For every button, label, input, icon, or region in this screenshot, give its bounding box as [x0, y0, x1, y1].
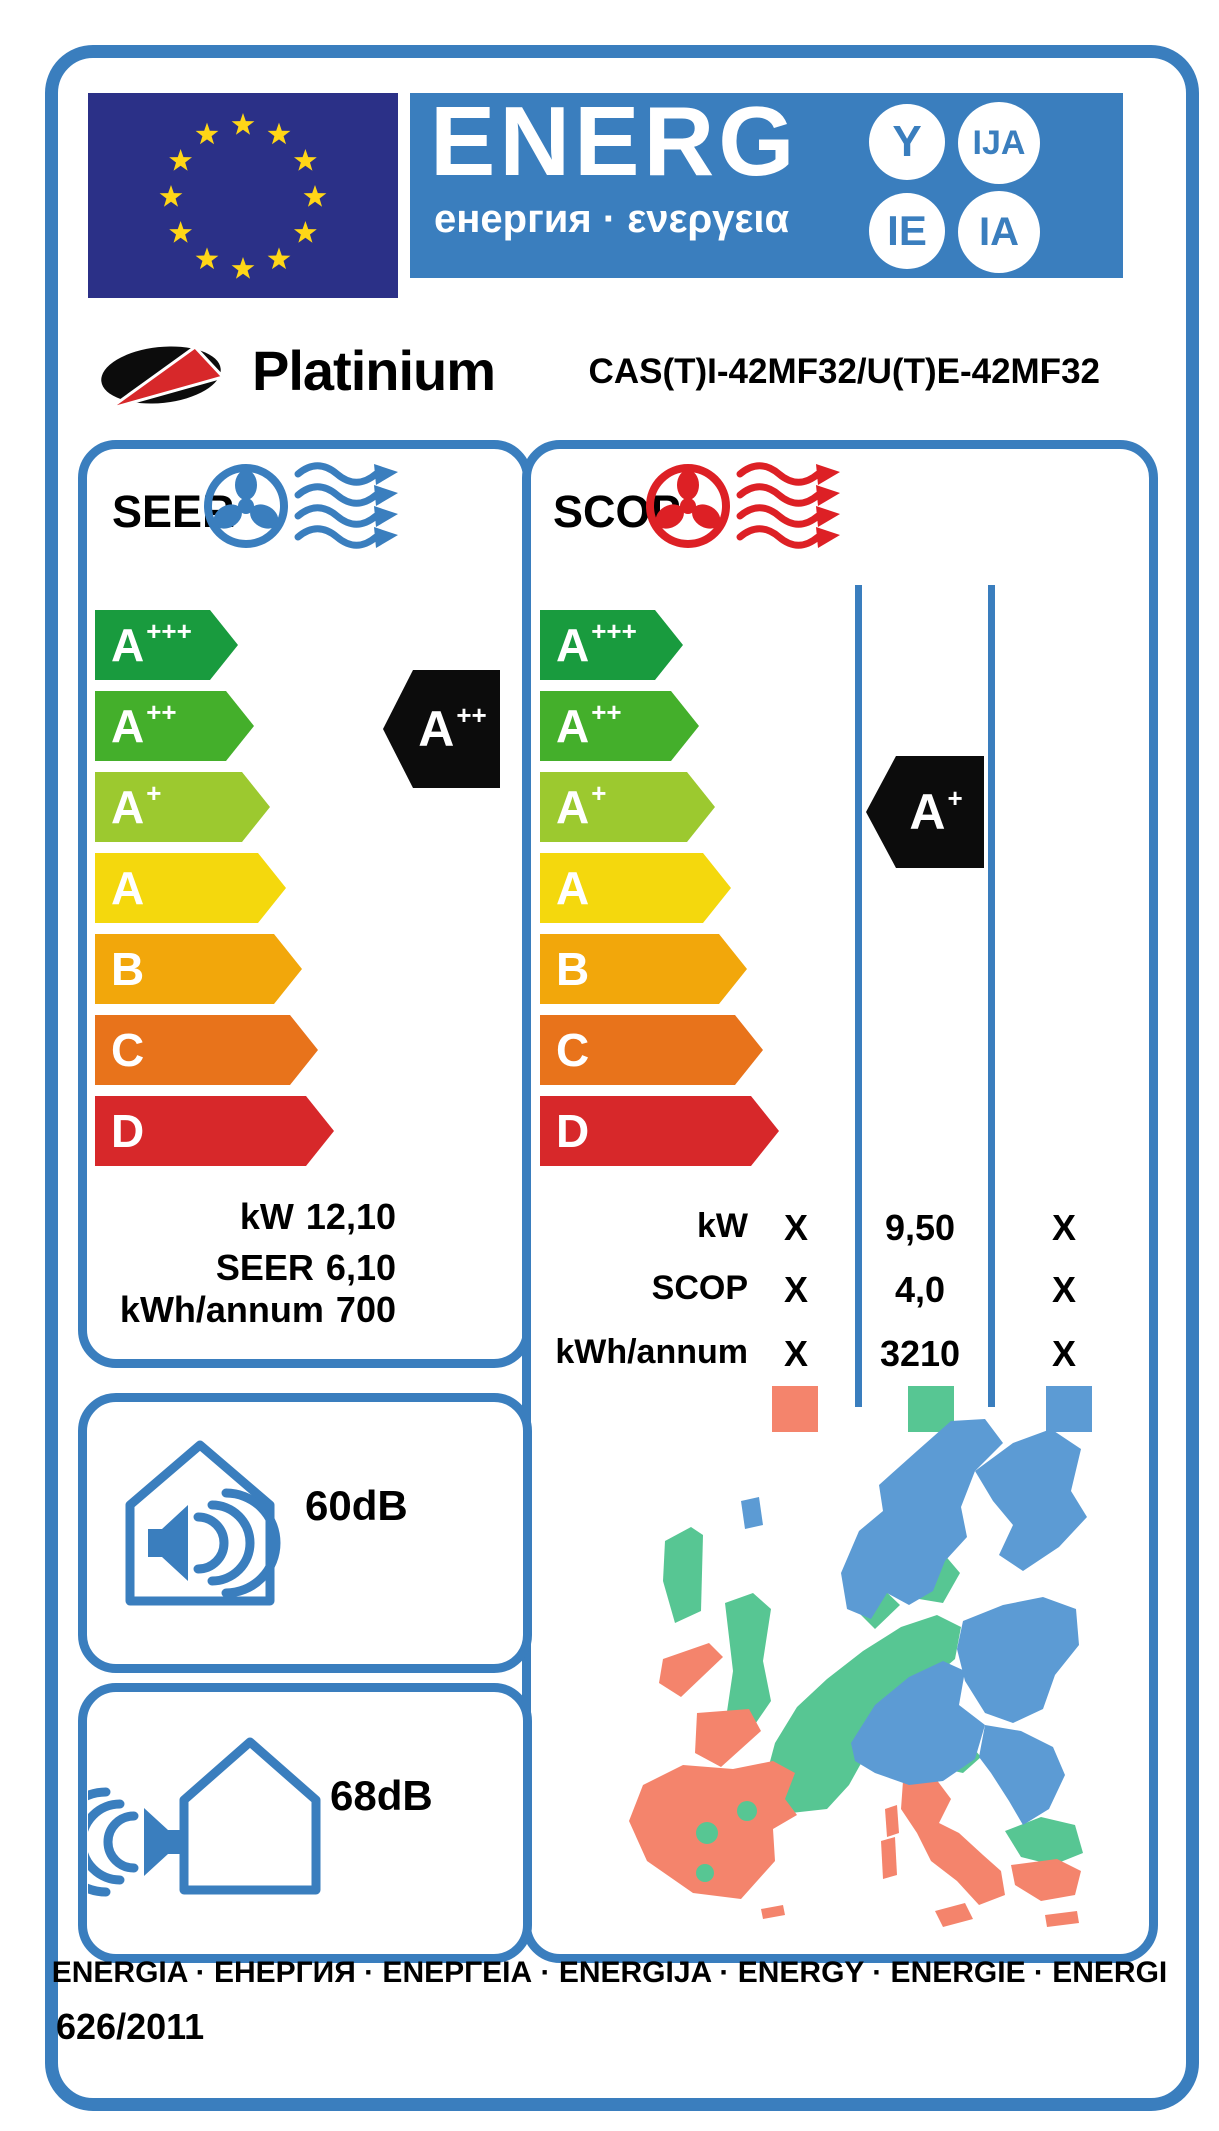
- class-letter: C: [111, 1024, 145, 1076]
- indoor-noise-icon: [125, 1440, 281, 1606]
- class-arrow: A: [95, 853, 286, 923]
- value: 12,10: [305, 1196, 396, 1237]
- brand-name: Platinium: [252, 339, 496, 402]
- heating-fan-icon: [646, 462, 840, 549]
- zone-average-swatch: [908, 1386, 954, 1432]
- zone-cold-value: X: [1051, 1269, 1076, 1310]
- class-arrow: C: [95, 1015, 318, 1085]
- energ-circle-y: Y: [869, 104, 945, 180]
- europe-climate-map: [629, 1419, 1087, 1927]
- zone-warm-swatch: [772, 1386, 818, 1432]
- energ-circle-ija: IJA: [958, 102, 1040, 184]
- value-label: kWh/annum: [119, 1289, 324, 1330]
- zone-average-value: 9,50: [884, 1207, 956, 1248]
- class-letter: A: [556, 862, 590, 914]
- eu-flag-stars: [159, 113, 327, 279]
- footer-languages: ENERGIA · ЕНЕРГИЯ · ΕΝΕΡΓΕΙΑ · ENERGIJA …: [51, 1956, 1168, 1989]
- zone-warm-value: X: [783, 1333, 808, 1374]
- zone-cold-swatch: [1046, 1386, 1092, 1432]
- class-arrow: A: [540, 853, 731, 923]
- class-sup: +: [146, 777, 162, 808]
- class-letter: D: [111, 1105, 145, 1157]
- energ-circle-ia: IA: [958, 191, 1040, 273]
- class-arrow: A ++: [95, 691, 254, 761]
- class-arrow: B: [540, 934, 747, 1004]
- value-label: SEER: [215, 1247, 314, 1288]
- energ-subtitle: енергия · ενεργεια: [434, 197, 790, 241]
- class-arrow: A ++: [540, 691, 699, 761]
- class-arrow: A +++: [540, 610, 683, 680]
- zone-cold-value: X: [1051, 1207, 1076, 1248]
- class-sup: +: [591, 777, 607, 808]
- zone-warm-value: X: [783, 1207, 808, 1248]
- value-label: kW: [239, 1196, 294, 1237]
- class-sup: +++: [146, 615, 192, 646]
- footer-regulation: 626/2011: [56, 2006, 205, 2047]
- zone-separator: [988, 585, 995, 1407]
- class-letter: A: [556, 700, 590, 752]
- class-arrow: A +++: [95, 610, 238, 680]
- cooling-fan-icon: [204, 462, 398, 549]
- scop-row-label: kWh/annum: [555, 1333, 748, 1371]
- class-arrow: D: [95, 1096, 334, 1166]
- class-arrow: B: [95, 934, 302, 1004]
- energ-band: ENERG енергия · ενεργεια Y IJA IE IA: [410, 86, 1123, 278]
- class-arrow: C: [540, 1015, 763, 1085]
- outdoor-noise-icon: [88, 1737, 321, 1897]
- outdoor-noise-value: 68dB: [330, 1772, 433, 1819]
- class-letter: B: [111, 943, 145, 995]
- class-letter: D: [556, 1105, 590, 1157]
- seer-value-row: kW 12,10: [66, 1196, 396, 1238]
- brand-logo-icon: [101, 345, 226, 411]
- indoor-noise-value: 60dB: [305, 1482, 408, 1529]
- rating-letter: A: [418, 701, 455, 757]
- zone-separator: [855, 585, 862, 1407]
- class-arrow: A +: [540, 772, 715, 842]
- rating-letter: A: [909, 784, 946, 840]
- class-letter: A: [556, 781, 590, 833]
- zone-cold-value: X: [1051, 1333, 1076, 1374]
- value: 6,10: [325, 1247, 396, 1288]
- class-letter: B: [556, 943, 590, 995]
- class-arrow: A +: [95, 772, 270, 842]
- class-sup: ++: [591, 696, 622, 727]
- zone-average-value: 4,0: [894, 1269, 946, 1310]
- class-letter: C: [556, 1024, 590, 1076]
- rating-sup: ++: [456, 699, 487, 730]
- value: 700: [335, 1289, 396, 1330]
- zone-warm-value: X: [783, 1269, 808, 1310]
- energ-title: ENERG: [430, 86, 799, 196]
- class-sup: +++: [591, 615, 637, 646]
- eu-flag: [88, 93, 398, 298]
- scop-row-label: SCOP: [651, 1269, 748, 1307]
- seer-value-row: kWh/annum 700: [66, 1289, 396, 1331]
- class-arrow: D: [540, 1096, 779, 1166]
- class-letter: A: [111, 700, 145, 752]
- energ-circle-ie: IE: [869, 193, 945, 269]
- class-letter: A: [111, 619, 145, 671]
- zone-average-value: 3210: [879, 1333, 961, 1374]
- seer-value-row: SEER 6,10: [66, 1247, 396, 1289]
- label-border: [45, 45, 1199, 2111]
- class-sup: ++: [146, 696, 177, 727]
- class-letter: A: [111, 781, 145, 833]
- model-number: CAS(T)I-42MF32/U(T)E-42MF32: [588, 352, 1100, 391]
- rating-sup: +: [947, 782, 963, 813]
- class-letter: A: [556, 619, 590, 671]
- scop-row-label: kW: [697, 1207, 748, 1245]
- class-letter: A: [111, 862, 145, 914]
